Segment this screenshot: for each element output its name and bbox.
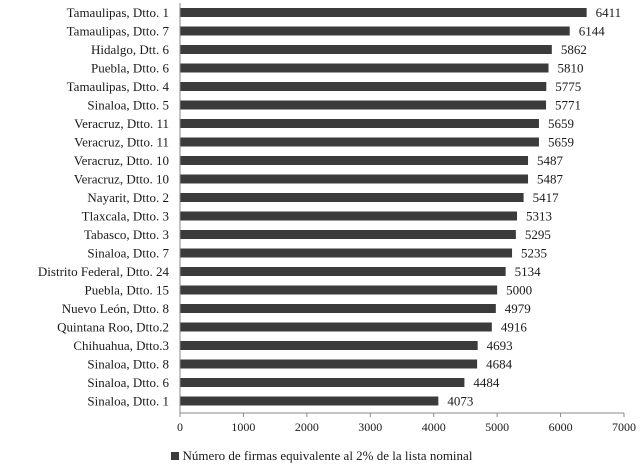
category-label: Chihuahua, Dtto.3 [73, 338, 169, 353]
data-label: 5313 [526, 209, 552, 224]
data-label: 4684 [486, 357, 513, 372]
data-label: 5659 [548, 116, 574, 131]
bar [180, 26, 570, 36]
bar [180, 285, 498, 295]
x-tick-label: 2000 [295, 420, 319, 434]
data-label: 6411 [596, 5, 622, 20]
data-label: 5771 [555, 98, 581, 113]
data-label: 4073 [447, 394, 473, 409]
category-label: Tamaulipas, Dtto. 7 [67, 24, 170, 39]
data-label: 5487 [537, 153, 564, 168]
bar [180, 230, 516, 239]
bar [180, 341, 478, 350]
category-label: Hidalgo, Dtt. 6 [91, 42, 169, 57]
category-label: Sinaloa, Dtto. 7 [87, 246, 169, 261]
bar [180, 8, 587, 17]
bar [180, 304, 496, 313]
data-label: 5295 [525, 227, 551, 242]
category-label: Veracruz, Dtto. 11 [74, 116, 169, 131]
category-label: Tlaxcala, Dtto. 3 [82, 209, 169, 224]
data-label: 4693 [487, 338, 513, 353]
legend-swatch [170, 452, 179, 461]
legend: Número de firmas equivalente al 2% de la… [0, 448, 643, 464]
x-tick-label: 5000 [485, 420, 509, 434]
bar [180, 82, 547, 91]
data-label: 5000 [506, 283, 532, 298]
legend-label: Número de firmas equivalente al 2% de la… [182, 448, 473, 463]
category-label: Veracruz, Dtto. 11 [74, 135, 169, 150]
category-label: Distrito Federal, Dtto. 24 [38, 264, 170, 279]
data-label: 4916 [501, 320, 527, 335]
x-tick-label: 1000 [231, 420, 255, 434]
bar [180, 248, 513, 258]
category-label: Nuevo León, Dtto. 8 [62, 301, 169, 316]
bars [180, 8, 587, 406]
bar [180, 45, 552, 54]
category-label: Tamaulipas, Dtto. 1 [67, 5, 169, 20]
data-label: 4484 [473, 375, 500, 390]
bar [180, 396, 439, 406]
bar [180, 119, 539, 128]
data-label: 5487 [537, 172, 564, 187]
x-tick-label: 0 [177, 420, 183, 434]
data-label: 5862 [561, 42, 587, 57]
value-labels: 6411 6144 5862 5810 5775 5771 5659 5659 5487 5487… [447, 5, 621, 409]
category-label: Puebla, Dtto. 15 [85, 283, 170, 298]
bar [180, 63, 549, 73]
category-label: Tabasco, Dtto. 3 [84, 227, 169, 242]
data-label: 5134 [515, 264, 542, 279]
category-label: Quintana Roo, Dtto.2 [57, 320, 169, 335]
bar [180, 193, 524, 202]
x-tick-label: 3000 [358, 420, 382, 434]
bar [180, 359, 478, 369]
data-label: 5810 [558, 61, 584, 76]
category-label: Sinaloa, Dtto. 8 [87, 357, 169, 372]
bar [180, 100, 547, 110]
category-label: Veracruz, Dtto. 10 [74, 153, 169, 168]
bar [180, 211, 517, 221]
category-label: Sinaloa, Dtto. 1 [87, 394, 169, 409]
data-label: 4979 [505, 301, 531, 316]
data-label: 5775 [555, 79, 581, 94]
bar [180, 156, 529, 165]
category-label: Nayarit, Dtto. 2 [87, 190, 169, 205]
x-tick-label: 4000 [422, 420, 446, 434]
category-label: Puebla, Dtto. 6 [91, 61, 169, 76]
data-label: 5235 [521, 246, 547, 261]
x-tick-label: 7000 [612, 420, 636, 434]
bar [180, 322, 492, 332]
category-label: Veracruz, Dtto. 10 [74, 172, 169, 187]
category-label: Tamaulipas, Dtto. 4 [67, 79, 170, 94]
category-label: Sinaloa, Dtto. 5 [87, 98, 169, 113]
bar [180, 137, 539, 147]
category-label: Sinaloa, Dtto. 6 [87, 375, 169, 390]
bar [180, 267, 506, 276]
x-tick-label: 6000 [549, 420, 573, 434]
data-label: 6144 [579, 24, 606, 39]
category-labels: Tamaulipas, Dtto. 1 Tamaulipas, Dtto. 7 Hi… [38, 5, 170, 409]
bar [180, 174, 529, 184]
x-axis: 0 1000 2000 3000 4000 5000 6000 7000 [177, 3, 636, 434]
bar [180, 378, 465, 387]
data-label: 5417 [533, 190, 560, 205]
data-label: 5659 [548, 135, 574, 150]
